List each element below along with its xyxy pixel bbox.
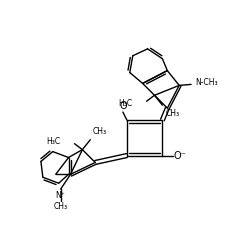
Text: O: O <box>118 101 126 111</box>
Text: N⁺: N⁺ <box>55 191 65 200</box>
Text: CH₃: CH₃ <box>53 202 67 211</box>
Text: H₃C: H₃C <box>46 137 60 146</box>
Text: H₃C: H₃C <box>118 99 132 108</box>
Text: N-CH₃: N-CH₃ <box>194 78 217 87</box>
Text: O⁻: O⁻ <box>173 150 186 160</box>
Text: CH₃: CH₃ <box>165 109 179 118</box>
Text: CH₃: CH₃ <box>93 127 107 136</box>
